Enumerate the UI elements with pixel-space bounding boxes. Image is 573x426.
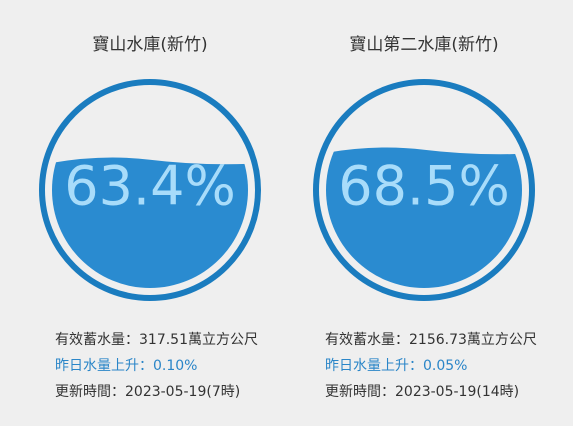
gauge-ring [313,79,535,301]
gauge-title: 寶山第二水庫(新竹) [349,34,498,55]
updated: 更新時間：2023-05-19(14時) [325,384,519,400]
gauge-title: 寶山水庫(新竹) [92,34,207,55]
change: 昨日水量上升：0.10% [55,358,197,374]
updated: 更新時間：2023-05-19(7時) [55,384,240,400]
water [52,157,248,288]
storage: 有效蓄水量：2156.73萬立方公尺 [325,332,537,348]
gauge-ring [39,79,261,301]
change: 昨日水量上升：0.05% [325,358,467,374]
gauge-percent: 63.4% [64,155,236,218]
water [326,147,522,288]
storage: 有效蓄水量：317.51萬立方公尺 [55,332,258,348]
gauge-percent: 68.5% [338,155,510,218]
